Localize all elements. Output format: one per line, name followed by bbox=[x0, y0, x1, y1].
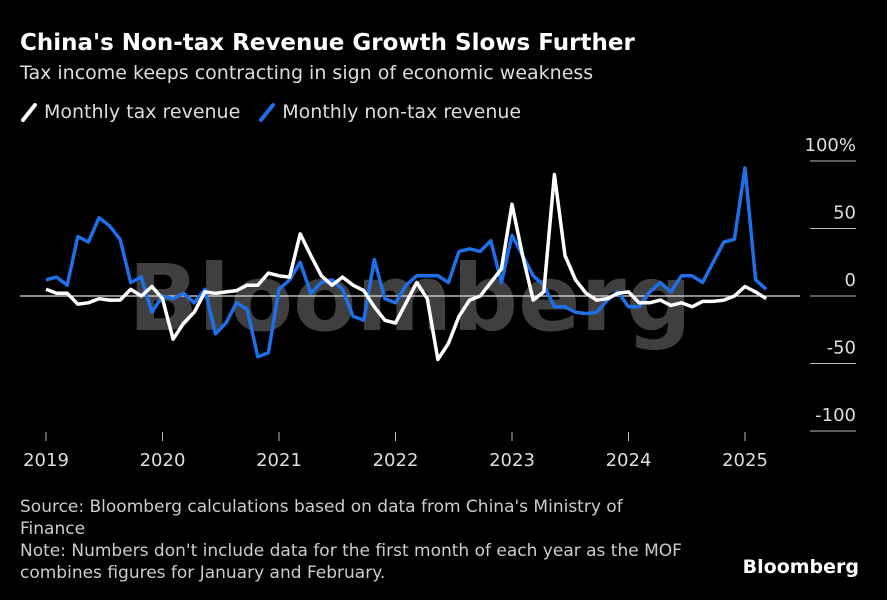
source: Source: Bloomberg calculations based on … bbox=[20, 497, 623, 539]
chart-title: China's Non-tax Revenue Growth Slows Fur… bbox=[20, 30, 635, 56]
y-tick-label: 100% bbox=[805, 135, 856, 156]
chart-subtitle: Tax income keeps contracting in sign of … bbox=[20, 62, 594, 84]
y-tick-label: -100 bbox=[815, 405, 856, 426]
x-tick-label: 2022 bbox=[373, 450, 419, 471]
note: Note: Numbers don't include data for the… bbox=[20, 541, 682, 583]
x-tick-label: 2021 bbox=[256, 450, 302, 471]
legend: Monthly tax revenue Monthly non-tax reven… bbox=[20, 101, 521, 123]
legend-swatch bbox=[21, 103, 37, 122]
y-tick-label: 50 bbox=[833, 203, 856, 224]
logo: Bloomberg bbox=[742, 556, 859, 578]
x-tick-label: 2019 bbox=[23, 450, 69, 471]
x-tick-label: 2020 bbox=[140, 450, 186, 471]
legend-label: Monthly tax revenue bbox=[44, 101, 241, 123]
legend-swatch-line bbox=[21, 103, 37, 122]
legend-label: Monthly non-tax revenue bbox=[282, 101, 522, 123]
x-tick-label: 2025 bbox=[722, 450, 768, 471]
x-tick-label: 2024 bbox=[606, 450, 652, 471]
legend-item: Monthly tax revenue bbox=[20, 101, 240, 123]
series-line bbox=[45, 166, 768, 359]
series-line bbox=[45, 172, 768, 362]
x-tick-label: 2023 bbox=[489, 450, 535, 471]
legend-swatch bbox=[259, 103, 276, 122]
y-tick-label: 0 bbox=[845, 270, 856, 291]
legend-item: Monthly non-tax revenue bbox=[258, 101, 521, 123]
y-tick-label: -50 bbox=[827, 338, 856, 359]
legend-swatch-line bbox=[259, 103, 276, 122]
